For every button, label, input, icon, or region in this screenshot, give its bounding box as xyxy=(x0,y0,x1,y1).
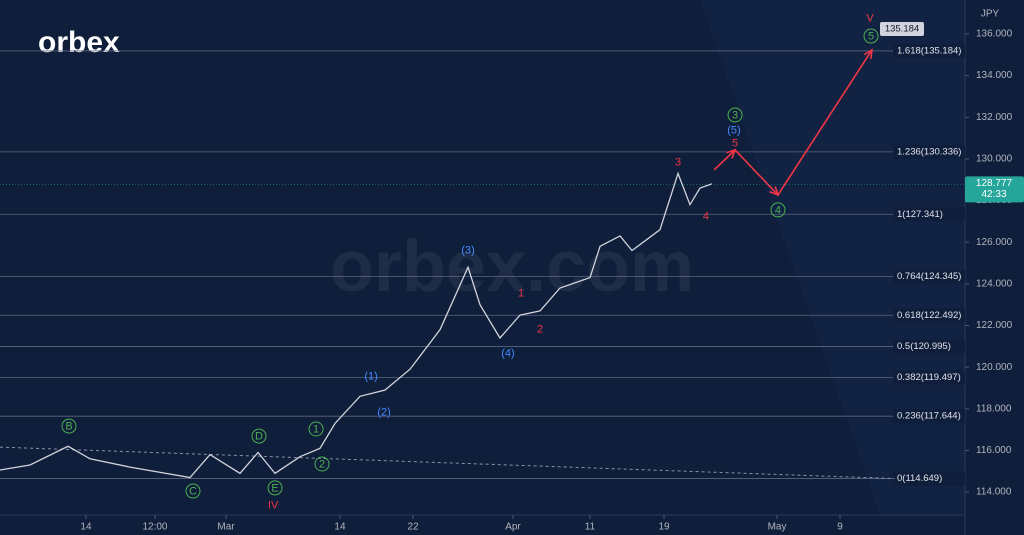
wave-circle xyxy=(308,421,324,437)
y-tick-label: 118.000 xyxy=(976,403,1012,414)
target-tag-value: 135.184 xyxy=(885,23,919,34)
arrow-head xyxy=(769,186,780,197)
wave-label: B xyxy=(65,420,72,432)
wave-label: D xyxy=(255,430,263,442)
y-tick-label: 134.000 xyxy=(976,70,1013,81)
fib-label: 1(127.341) xyxy=(897,209,943,220)
price-tag xyxy=(965,176,1024,203)
x-tick-label: 22 xyxy=(407,522,419,533)
watermark: orbex.com xyxy=(330,227,694,307)
x-tick-label: Apr xyxy=(505,522,521,533)
y-tick-label: 136.000 xyxy=(976,29,1013,40)
y-tick-label: 124.000 xyxy=(976,278,1013,289)
fib-label: 0(114.649) xyxy=(897,473,942,484)
wave-label: 3 xyxy=(732,109,738,121)
wave-circle xyxy=(863,28,879,44)
wave-label: (5) xyxy=(727,124,740,136)
x-tick-label: 12:00 xyxy=(142,522,167,533)
x-tick-label: 9 xyxy=(837,522,843,533)
arrow-head xyxy=(863,48,873,60)
fib-label: 0.618(122.492) xyxy=(897,310,961,321)
fib-label: 0.382(119.497) xyxy=(897,372,961,383)
wave-label: (4) xyxy=(501,347,514,359)
y-tick-label: 120.000 xyxy=(976,362,1013,373)
projection xyxy=(713,49,873,197)
x-tick-label: 11 xyxy=(585,522,596,533)
y-tick-label: 130.000 xyxy=(976,154,1013,165)
backdrop-shape xyxy=(700,0,965,515)
y-tick-label: 126.000 xyxy=(976,237,1013,248)
wave-circle xyxy=(727,107,743,123)
price-tag-value: 128.777 xyxy=(976,178,1013,189)
x-tick-label: 14 xyxy=(334,522,346,533)
x-tick-label: 19 xyxy=(658,522,670,533)
fib-label: 0.236(117.644) xyxy=(897,411,961,422)
fib-label-bg xyxy=(893,207,965,222)
fib-label: 1.236(130.336) xyxy=(897,146,961,157)
fib-label-bg xyxy=(893,370,965,385)
x-tick-label: Mar xyxy=(217,522,235,533)
wave-circle xyxy=(314,456,330,472)
plot: 114.000 116.000 118.000 120.000 122.000 124.0… xyxy=(0,12,1024,533)
wave-label: 4 xyxy=(703,210,709,222)
wave-label: 2 xyxy=(319,458,325,470)
y-tick-label: 116.000 xyxy=(976,445,1012,456)
x-tick-label: 14 xyxy=(80,522,92,533)
fib-label-bg xyxy=(893,308,965,323)
fib-label-bg xyxy=(893,269,965,284)
y-tick-label: 114.000 xyxy=(976,487,1012,498)
wave-circle xyxy=(185,483,201,499)
wave-label: (1) xyxy=(364,371,377,383)
fib-label-bg xyxy=(893,144,965,159)
y-tick-label: 122.000 xyxy=(976,320,1013,331)
target-tag xyxy=(880,21,924,36)
wave-label: 1 xyxy=(313,423,319,435)
wave-circle xyxy=(251,428,267,444)
y-tick-label: 132.000 xyxy=(976,112,1013,123)
fib-label-bg xyxy=(893,339,965,354)
wave-label: 5 xyxy=(868,30,874,42)
fib-label: 0.764(124.345) xyxy=(897,271,961,282)
price-line xyxy=(0,171,713,479)
fib-label-bg xyxy=(893,43,965,58)
arrow-head xyxy=(726,148,737,159)
wave-label: 3 xyxy=(675,156,681,168)
wave-label: E xyxy=(271,482,278,494)
wave-label: (2) xyxy=(377,407,390,419)
wave-label: 2 xyxy=(537,323,543,335)
fib-label: 1.618(135.184) xyxy=(897,45,961,56)
fib-label: 0.5(120.995) xyxy=(897,341,951,352)
wave-label: (3) xyxy=(461,244,474,256)
x-tick-label: May xyxy=(768,522,787,533)
wave-circle xyxy=(770,202,786,218)
wave-label: 4 xyxy=(775,204,781,216)
wave-circle xyxy=(61,418,77,434)
wave-circle xyxy=(267,480,283,496)
wave-label: 1 xyxy=(518,287,524,299)
currency: JPY xyxy=(981,9,1000,20)
price-tag-countdown: 42:33 xyxy=(981,189,1006,200)
wave-label: C xyxy=(189,485,197,497)
trendline xyxy=(0,446,895,480)
logo: orbex xyxy=(38,26,120,59)
wave-label: V xyxy=(866,12,874,24)
fib-label-bg xyxy=(893,471,965,486)
wave-label: 5 xyxy=(732,137,738,149)
wave-label: IV xyxy=(268,499,279,511)
fib-label-bg xyxy=(893,409,965,424)
